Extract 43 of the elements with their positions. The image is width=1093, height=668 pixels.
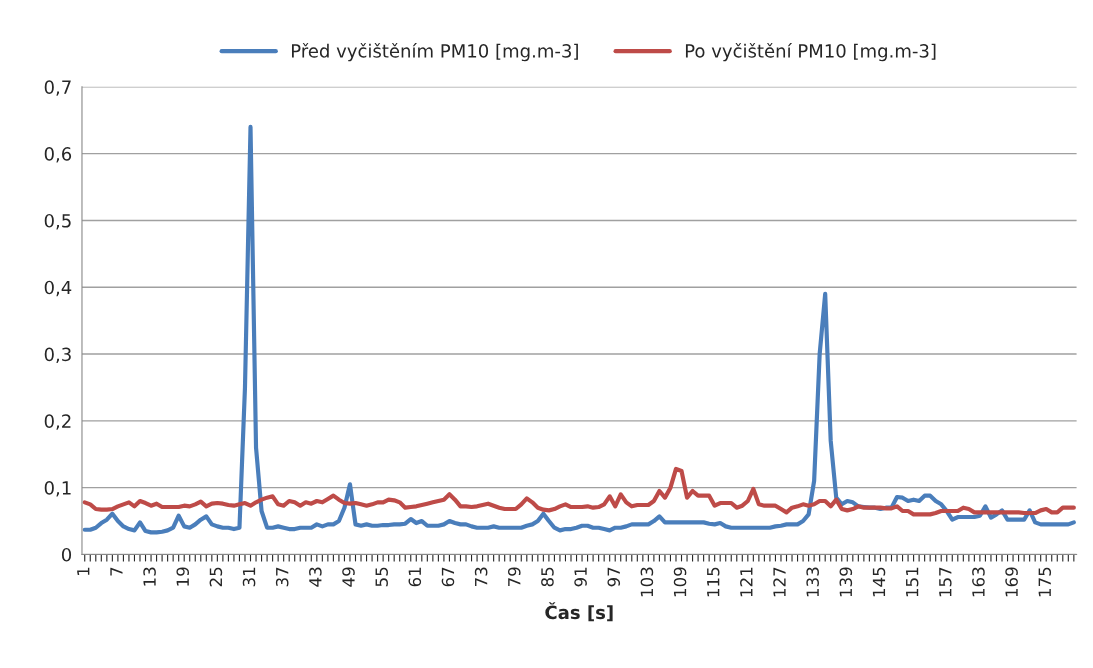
x-tick-label: 1 xyxy=(77,567,90,576)
x-axis-title: Čas [s] xyxy=(545,602,613,622)
x-tick-label: 109 xyxy=(673,567,687,597)
x-tick-label: 79 xyxy=(507,567,521,587)
x-tick-label: 31 xyxy=(242,567,256,587)
x-tick-label: 67 xyxy=(441,567,455,587)
x-tick-label: 7 xyxy=(110,567,123,576)
line-series xyxy=(82,466,1076,517)
x-tick-label: 163 xyxy=(972,567,985,597)
x-tick-label: 97 xyxy=(607,567,621,587)
x-tick-label: 49 xyxy=(342,567,355,587)
x-tick-label: 73 xyxy=(474,567,488,587)
y-tick-label: 0 xyxy=(61,547,72,562)
x-tick-label: 175 xyxy=(1038,567,1052,597)
x-tick-label: 19 xyxy=(176,567,190,586)
y-tick-label: 0,6 xyxy=(44,147,72,163)
x-tick-label: 55 xyxy=(375,567,388,587)
y-tick-label: 0,3 xyxy=(44,347,71,363)
x-tick-label: 61 xyxy=(408,567,422,587)
x-tick-label: 133 xyxy=(806,567,819,597)
legend-label: Před vyčištěním PM10 [mg.m-3] xyxy=(292,43,578,62)
x-tick-label: 85 xyxy=(541,567,554,587)
x-tick-label: 169 xyxy=(1005,567,1018,597)
x-tick-label: 157 xyxy=(939,567,952,597)
y-tick-label: 0,4 xyxy=(44,280,72,297)
y-tick-label: 0,1 xyxy=(44,481,71,497)
y-tick-label: 0,2 xyxy=(44,414,71,430)
x-tick-label: 103 xyxy=(640,567,654,597)
x-tick-label: 25 xyxy=(209,567,223,587)
x-tick-label: 37 xyxy=(275,567,289,587)
x-tick-label: 145 xyxy=(872,567,886,597)
legend-label: Po vyčištění PM10 [mg.m-3] xyxy=(685,43,936,62)
y-tick-label: 0,7 xyxy=(44,80,71,96)
x-tick-label: 121 xyxy=(740,567,753,597)
x-tick-label: 13 xyxy=(143,567,156,586)
x-tick-label: 127 xyxy=(773,567,786,597)
x-tick-label: 43 xyxy=(309,567,322,587)
x-tick-label: 151 xyxy=(906,567,919,597)
x-tick-label: 139 xyxy=(839,567,853,597)
line-series xyxy=(82,124,1076,535)
x-tick-label: 91 xyxy=(574,567,587,587)
x-tick-label: 115 xyxy=(707,567,720,597)
y-tick-label: 0,5 xyxy=(44,213,71,230)
